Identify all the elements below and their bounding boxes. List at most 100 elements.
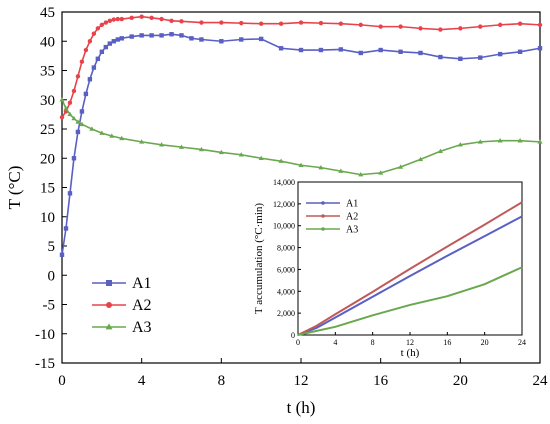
data-point-a1 <box>189 36 194 41</box>
data-point-a1 <box>517 49 523 54</box>
inset-series-line-a3 <box>297 266 523 336</box>
inset-x-tick-label: 0 <box>296 338 300 347</box>
data-point-a2 <box>458 26 463 31</box>
data-point-a1 <box>418 50 423 56</box>
data-point-a2 <box>258 21 264 26</box>
data-point-a2 <box>537 22 543 28</box>
series-line-a2 <box>61 15 541 118</box>
x-axis-title: t (h) <box>287 398 316 417</box>
data-point-a3 <box>298 162 304 168</box>
y-tick-label: 0 <box>48 268 56 284</box>
data-point-a2 <box>99 22 105 28</box>
data-point-a3 <box>417 156 424 162</box>
x-tick-label: 8 <box>218 373 226 389</box>
data-point-a2 <box>95 26 101 31</box>
legend-label-a2: A2 <box>132 297 152 314</box>
data-point-a3 <box>278 158 284 163</box>
inset-series-line-a2 <box>297 201 523 336</box>
data-point-a3 <box>398 164 404 169</box>
data-point-a1 <box>95 56 101 61</box>
data-point-a3 <box>537 139 543 144</box>
data-point-a2 <box>107 18 113 23</box>
inset-y-tick-label: 10,000 <box>273 222 295 231</box>
y-tick-label: 25 <box>40 122 55 138</box>
data-point-a3 <box>75 119 81 124</box>
data-point-a1 <box>107 41 112 46</box>
data-point-a3 <box>258 155 264 161</box>
data-point-a2 <box>115 16 120 22</box>
y-axis-title: T (°C) <box>5 166 24 210</box>
data-point-a2 <box>278 21 284 26</box>
inset-y-tick-label: 6,000 <box>277 265 295 274</box>
inset-legend-marker-a1 <box>321 201 325 205</box>
data-point-a3 <box>198 146 204 152</box>
inset-x-tick-label: 16 <box>443 338 451 347</box>
data-point-a1 <box>159 33 164 38</box>
data-point-a3 <box>59 97 65 102</box>
y-tick-label: -5 <box>43 298 56 314</box>
data-point-a1 <box>378 47 383 53</box>
inset-y-tick-label: 8,000 <box>277 244 295 253</box>
data-point-a1 <box>278 46 284 51</box>
x-tick-label: 0 <box>58 373 66 389</box>
inset-y-tick-label: 0 <box>291 331 295 340</box>
inset-legend-label-a1: A1 <box>346 199 358 210</box>
data-point-a1 <box>103 44 109 50</box>
data-point-a1 <box>115 37 120 42</box>
legend-marker-a3 <box>105 323 113 330</box>
data-point-a1 <box>149 33 154 38</box>
data-point-a2 <box>438 27 443 32</box>
legend-label-a1: A1 <box>132 275 152 292</box>
y-tick-label: 40 <box>40 34 55 50</box>
data-point-a3 <box>477 139 483 144</box>
data-point-a1 <box>478 55 483 60</box>
data-point-a2 <box>219 20 224 25</box>
data-point-a2 <box>497 22 503 28</box>
data-point-a3 <box>79 121 85 127</box>
inset-y-tick-label: 4,000 <box>277 287 295 296</box>
data-point-a2 <box>75 74 81 79</box>
inset-chart-group: 0 4 8 12 16 20 24 0 2,000 4,000 6,000 8,000 10,000 12… <box>253 178 526 359</box>
data-point-a3 <box>497 138 503 143</box>
inset-x-tick-label: 4 <box>333 338 337 347</box>
data-point-a2 <box>103 20 109 25</box>
y-tick-label: -15 <box>35 356 55 372</box>
data-point-a1 <box>338 47 344 52</box>
data-point-a3 <box>318 164 324 170</box>
data-point-a2 <box>91 31 97 36</box>
y-tick-label: 45 <box>40 5 55 21</box>
data-point-a2 <box>298 20 304 25</box>
data-point-a2 <box>149 15 154 21</box>
data-point-a2 <box>358 22 363 28</box>
data-point-a3 <box>517 138 523 143</box>
data-point-a1 <box>199 37 204 42</box>
data-point-a1 <box>358 50 363 56</box>
data-point-a2 <box>478 24 483 29</box>
y-tick-label: 20 <box>40 151 55 167</box>
inset-x-tick-label: 8 <box>371 338 375 347</box>
data-point-a1 <box>318 47 324 53</box>
data-point-a2 <box>159 16 164 22</box>
data-point-a2 <box>83 47 89 53</box>
data-point-a1 <box>119 36 124 41</box>
y-tick-label: 5 <box>48 239 56 255</box>
data-point-a3 <box>109 133 115 138</box>
inset-x-tick-label: 20 <box>481 338 489 347</box>
data-point-a3 <box>378 170 384 175</box>
data-point-a1 <box>497 51 503 57</box>
data-point-a3 <box>159 142 165 147</box>
data-point-a2 <box>318 20 324 26</box>
data-point-a2 <box>418 26 423 31</box>
data-point-a1 <box>129 34 134 39</box>
data-point-a2 <box>111 17 116 22</box>
inset-y-tick-label: 12,000 <box>273 200 295 209</box>
data-point-a1 <box>111 39 116 44</box>
data-point-a1 <box>169 32 174 37</box>
data-point-a3 <box>457 142 463 147</box>
data-point-a1 <box>59 252 65 257</box>
inset-series-line-a1 <box>297 215 523 336</box>
data-point-a2 <box>517 21 523 26</box>
inset-legend-marker-a3 <box>321 227 325 231</box>
inset-legend-marker-a2 <box>321 214 325 218</box>
